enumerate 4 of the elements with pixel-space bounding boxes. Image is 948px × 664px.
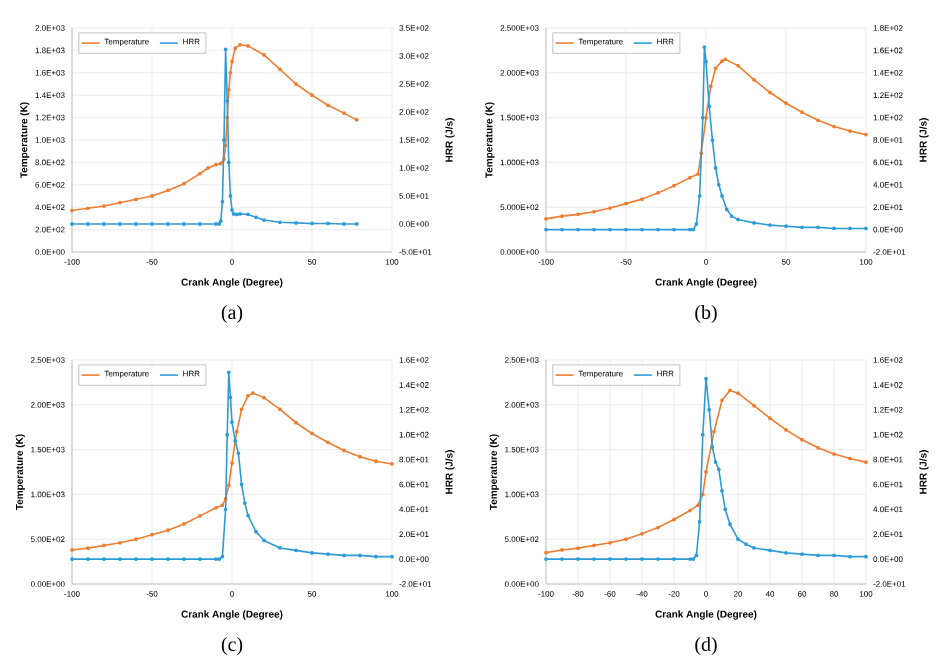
text: (b)	[695, 304, 717, 324]
text: (d)	[695, 636, 717, 656]
text: (a)	[221, 304, 243, 324]
text: (c)	[221, 636, 243, 656]
